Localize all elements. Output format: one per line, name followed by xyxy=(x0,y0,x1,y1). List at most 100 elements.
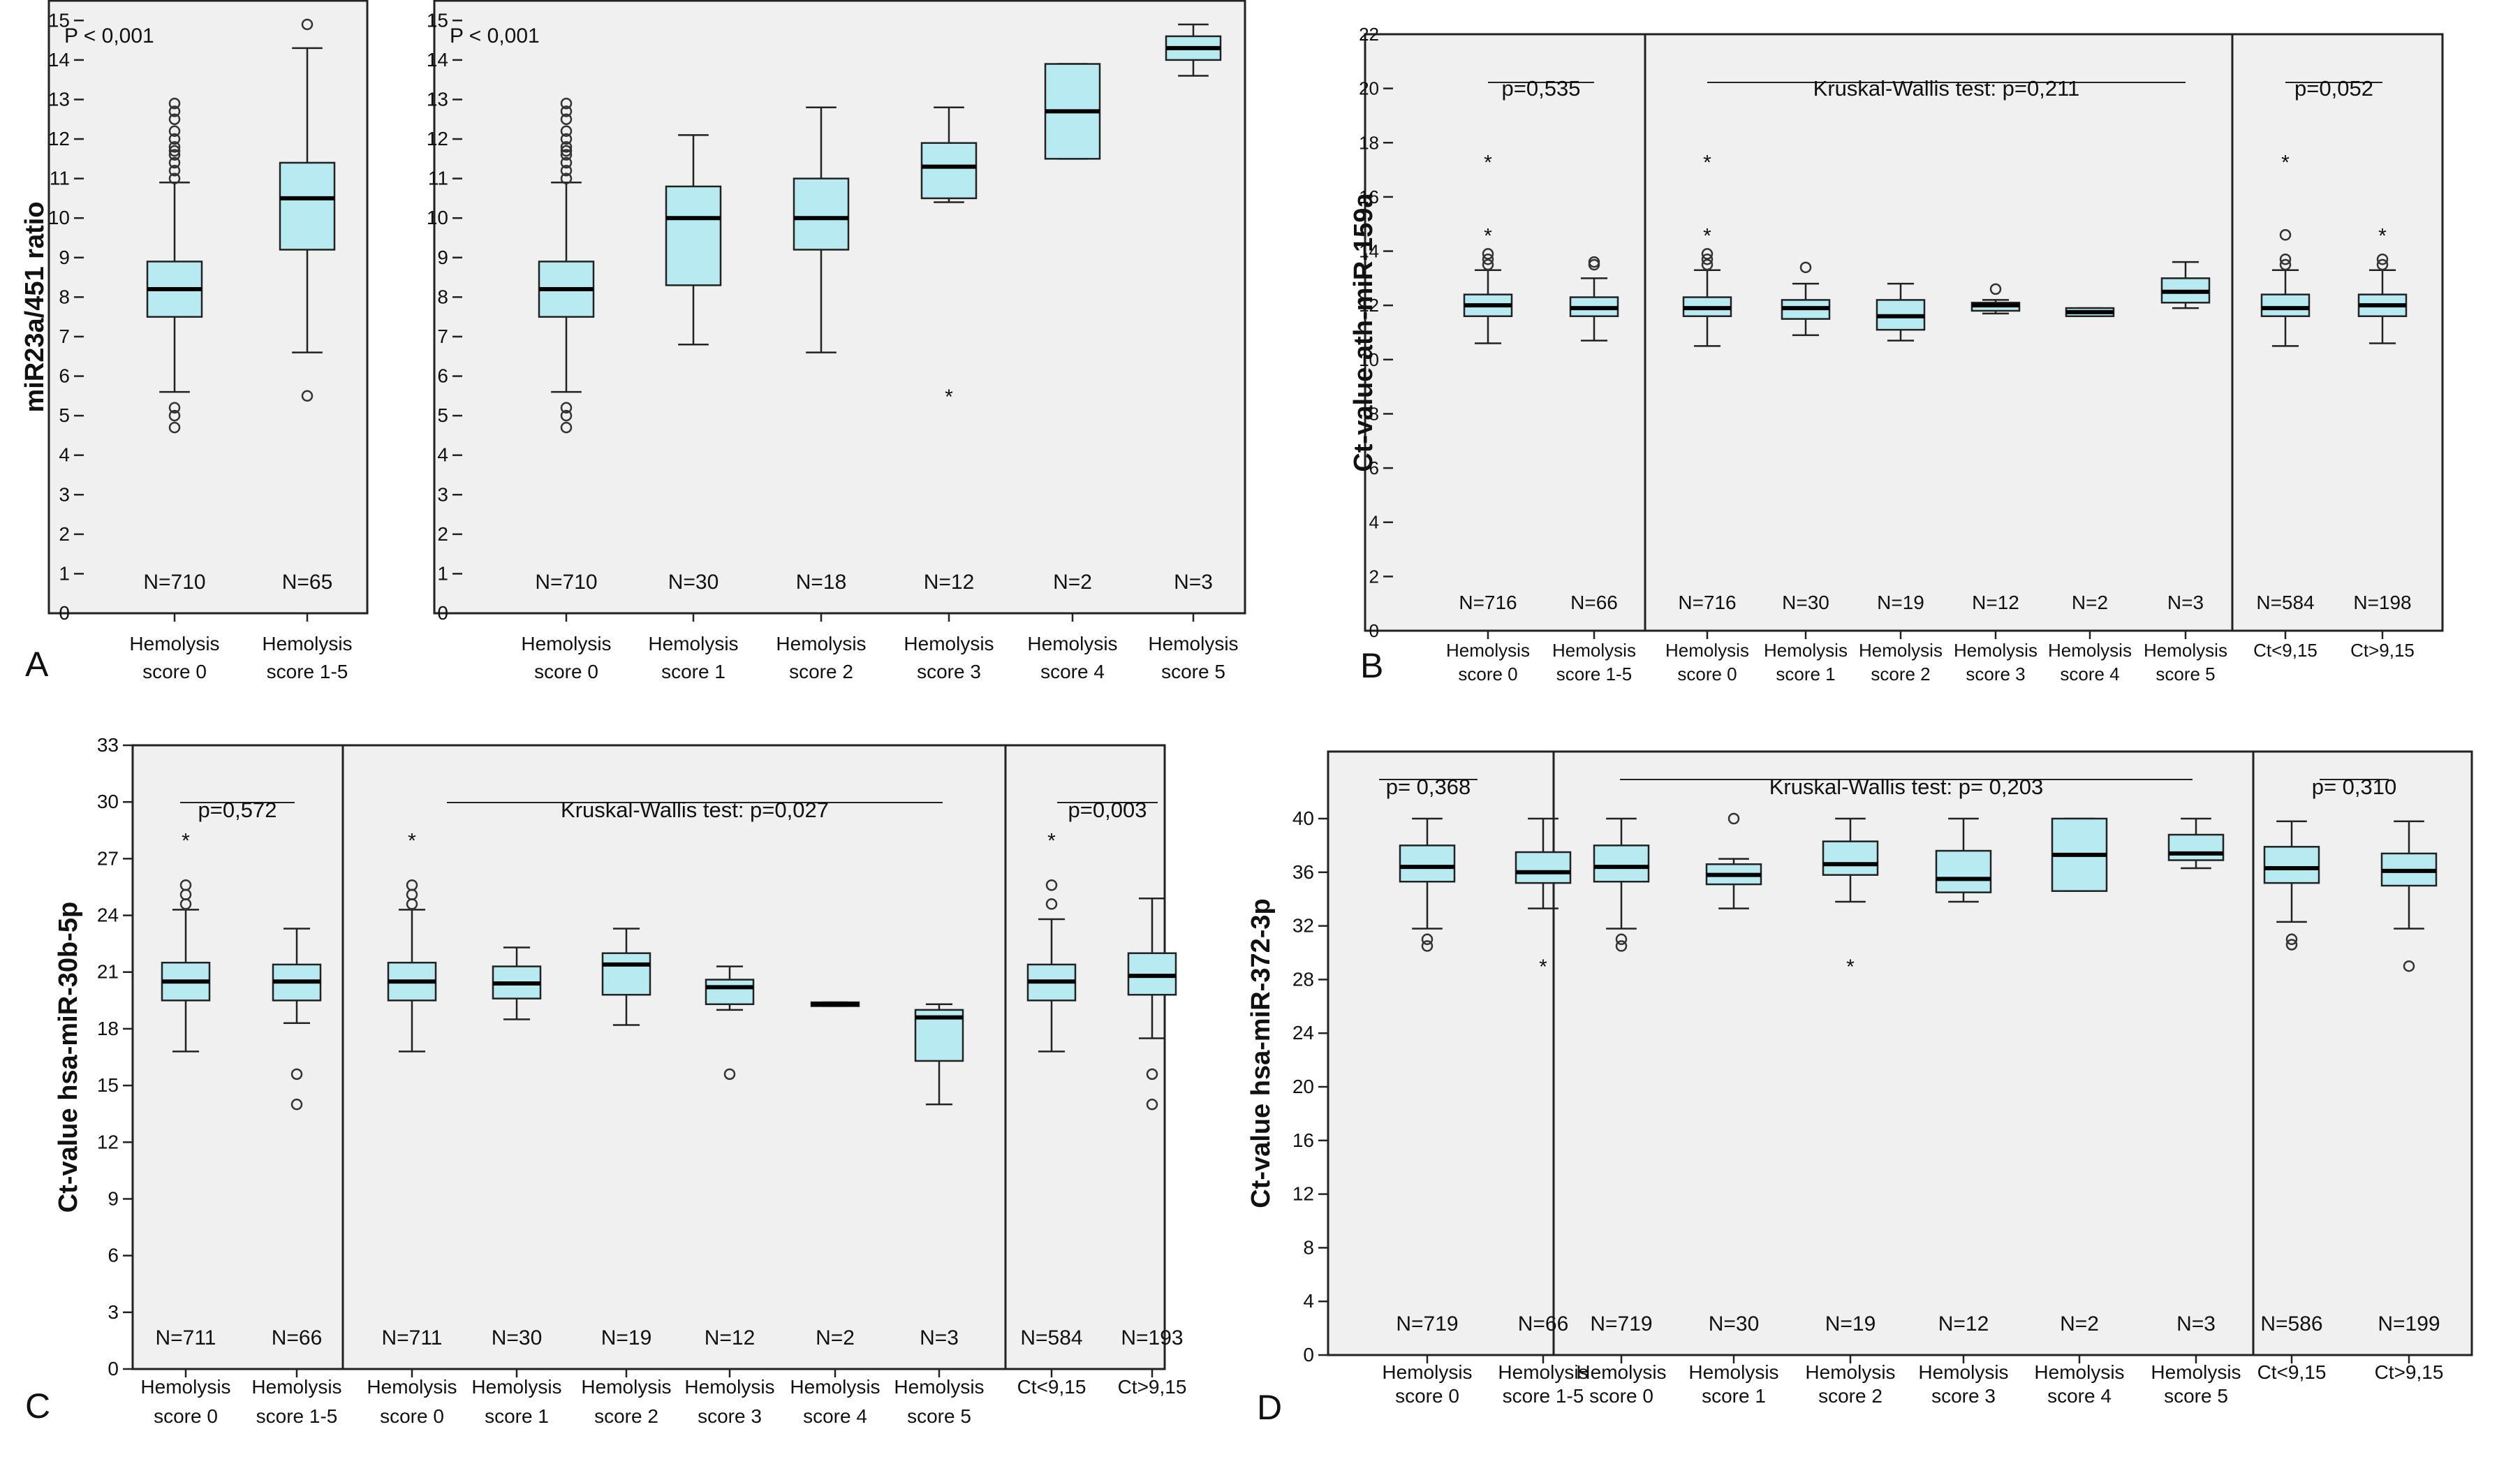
sample-size-label: N=710 xyxy=(535,571,597,594)
box-iqr xyxy=(2263,846,2320,884)
y-tick-label: 33 xyxy=(97,734,119,756)
y-tick-label: 12 xyxy=(1292,1183,1314,1205)
outlier-point xyxy=(560,113,573,125)
box-group: N=18 Hemolysis score 2 xyxy=(776,106,867,682)
box-iqr xyxy=(705,979,755,1005)
test-label: p=0,535 xyxy=(1502,76,1581,101)
box-group: N=199 Ct>9,15 xyxy=(2375,820,2443,1383)
x-tick-label: score 4 xyxy=(2047,1385,2112,1407)
sample-size-label: N=2 xyxy=(2072,592,2108,613)
x-tick-label: Hemolysis xyxy=(521,633,611,654)
outlier-point xyxy=(1799,261,1812,274)
box-iqr xyxy=(793,177,850,251)
x-tick-label: score 0 xyxy=(534,661,598,682)
outlier-point xyxy=(1701,258,1714,271)
extreme-outlier-point: * xyxy=(408,829,416,852)
sample-size-label: N=710 xyxy=(143,571,205,594)
y-tick-label: 15 xyxy=(97,1074,119,1096)
panel-letter: A xyxy=(25,645,49,684)
plot-panel-3 xyxy=(2252,750,2473,1356)
box-iqr xyxy=(2167,833,2225,861)
y-tick-label: 22 xyxy=(1359,24,1379,45)
chart-c: 0 3 6 9 12 15 18 21 24 27 30 33 Ct-value hsa-miR-30b… xyxy=(25,734,1186,1427)
sample-size-label: N=3 xyxy=(2176,1312,2216,1335)
y-tick-label: 24 xyxy=(1292,1022,1314,1044)
outlier-point xyxy=(560,165,573,177)
box-group: * N=711 Hemolysis score 0 xyxy=(140,829,230,1427)
y-tick-label: 6 xyxy=(1369,458,1379,478)
test-label: Kruskal-Wallis test: p=0,211 xyxy=(1813,76,2080,101)
outlier-point xyxy=(2279,229,2292,241)
box-group: * N=584 Ct<9,15 xyxy=(1017,829,1086,1398)
outlier-point xyxy=(168,133,181,145)
box-group: N=3 Hemolysis score 5 xyxy=(2144,261,2227,685)
x-tick-label: Hemolysis xyxy=(367,1376,457,1398)
y-tick-label: 13 xyxy=(48,88,70,110)
outlier-point xyxy=(168,113,181,125)
outlier-point xyxy=(1146,1068,1158,1081)
x-tick-label: score 5 xyxy=(2156,664,2215,685)
y-tick-label: 10 xyxy=(1359,349,1379,370)
y-tick-label: 9 xyxy=(59,247,70,268)
test-label: p= 0,368 xyxy=(1386,775,1471,799)
y-tick-label: 40 xyxy=(1292,807,1314,829)
x-tick-label: Ct<9,15 xyxy=(2253,640,2318,661)
chart-a: 0123456789101112131415012345678910111213… xyxy=(20,0,1246,684)
y-tick-label: 5 xyxy=(59,404,70,426)
x-tick-label: score 1 xyxy=(1776,664,1835,685)
x-tick-label: score 1-5 xyxy=(256,1405,338,1427)
sample-size-label: N=12 xyxy=(705,1326,756,1349)
panel-letter: C xyxy=(25,1386,50,1426)
box-group: * N=711 Hemolysis score 0 xyxy=(367,829,457,1427)
sample-size-label: N=66 xyxy=(1518,1312,1569,1335)
test-label: Kruskal-Wallis test: p= 0,203 xyxy=(1769,775,2044,799)
x-tick-label: score 0 xyxy=(154,1405,218,1427)
sample-size-label: N=2 xyxy=(2060,1312,2099,1335)
outlier-point xyxy=(290,1068,303,1081)
outlier-point xyxy=(1989,283,2002,295)
x-tick-label: Hemolysis xyxy=(776,633,866,654)
box-iqr xyxy=(1515,851,1572,884)
outlier-point xyxy=(168,145,181,157)
outlier-point xyxy=(168,165,181,177)
y-tick-label: 12 xyxy=(48,128,70,149)
outlier-point xyxy=(168,409,181,422)
outlier-point xyxy=(168,173,181,184)
sample-size-label: N=584 xyxy=(1020,1326,1082,1349)
box-iqr xyxy=(279,161,336,251)
box-group: * * N=716 Hemolysis score 0 xyxy=(1446,151,1530,685)
x-tick-label: score 0 xyxy=(142,661,207,682)
y-tick-label: 30 xyxy=(97,791,119,812)
y-tick-label: 21 xyxy=(97,961,119,983)
sample-size-label: N=584 xyxy=(2256,592,2314,613)
x-tick-label: Hemolysis xyxy=(894,1376,984,1398)
box-group: N=66 Hemolysis score 1-5 xyxy=(251,928,342,1427)
outlier-point xyxy=(179,879,192,891)
y-tick-label: 12 xyxy=(1359,295,1379,316)
panel-letter: D xyxy=(1257,1388,1282,1427)
test-label: p=0,052 xyxy=(2294,76,2373,101)
box-group: N=3 Hemolysis score 5 xyxy=(894,1003,985,1427)
box-group: N=2 Hemolysis score 4 xyxy=(2048,307,2132,685)
y-tick-label: 13 xyxy=(427,88,448,110)
box-group: N=3 Hemolysis score 5 xyxy=(1148,23,1239,682)
outlier-point xyxy=(1146,1098,1158,1111)
extreme-outlier-point: * xyxy=(1703,151,1711,174)
box-group: * N=198 Ct>9,15 xyxy=(2350,224,2415,661)
test-label: p= 0,310 xyxy=(2312,775,2397,799)
y-tick-label: 11 xyxy=(428,168,448,189)
y-tick-label: 10 xyxy=(427,207,448,228)
sample-size-label: N=2 xyxy=(1053,571,1092,594)
outlier-point xyxy=(560,145,573,157)
x-tick-label: Hemolysis xyxy=(1764,640,1848,661)
x-tick-label: Ct<9,15 xyxy=(1017,1376,1086,1398)
outlier-point xyxy=(560,402,573,414)
outlier-point xyxy=(168,402,181,414)
x-tick-label: score 5 xyxy=(2164,1385,2228,1407)
x-tick-label: score 3 xyxy=(1966,664,2025,685)
y-tick-label: 0 xyxy=(437,602,448,624)
y-tick-label: 6 xyxy=(59,365,70,387)
